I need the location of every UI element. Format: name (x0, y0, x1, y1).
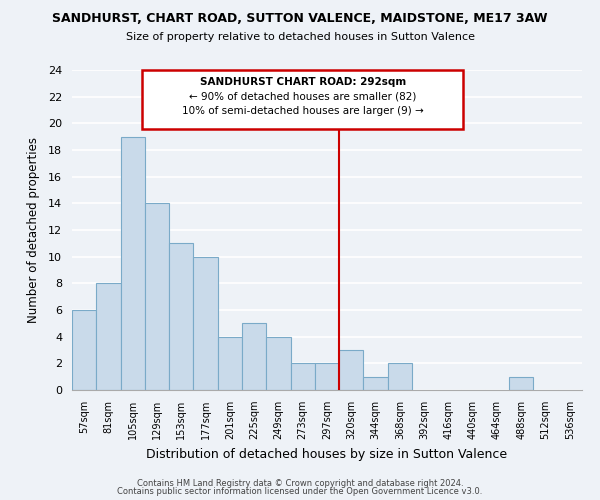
Bar (290, 364, 315, 390)
Bar (193, 256, 218, 390)
Bar (142, 70, 463, 128)
Bar (315, 364, 339, 390)
Bar (242, 324, 266, 390)
Text: ← 90% of detached houses are smaller (82): ← 90% of detached houses are smaller (82… (189, 92, 416, 102)
Bar (121, 136, 145, 390)
Text: SANDHURST CHART ROAD: 292sqm: SANDHURST CHART ROAD: 292sqm (200, 77, 406, 87)
Text: Contains HM Land Registry data © Crown copyright and database right 2024.: Contains HM Land Registry data © Crown c… (137, 478, 463, 488)
Bar (145, 204, 169, 390)
Text: Size of property relative to detached houses in Sutton Valence: Size of property relative to detached ho… (125, 32, 475, 42)
Y-axis label: Number of detached properties: Number of detached properties (26, 137, 40, 323)
Bar (218, 336, 242, 390)
Text: Contains public sector information licensed under the Open Government Licence v3: Contains public sector information licen… (118, 487, 482, 496)
Text: 10% of semi-detached houses are larger (9) →: 10% of semi-detached houses are larger (… (182, 106, 424, 117)
Bar (509, 376, 533, 390)
Bar (388, 364, 412, 390)
Bar (266, 336, 290, 390)
Text: SANDHURST, CHART ROAD, SUTTON VALENCE, MAIDSTONE, ME17 3AW: SANDHURST, CHART ROAD, SUTTON VALENCE, M… (52, 12, 548, 26)
Bar (96, 284, 121, 390)
Bar (72, 310, 96, 390)
Bar (364, 376, 388, 390)
X-axis label: Distribution of detached houses by size in Sutton Valence: Distribution of detached houses by size … (146, 448, 508, 460)
Bar (169, 244, 193, 390)
Bar (339, 350, 364, 390)
